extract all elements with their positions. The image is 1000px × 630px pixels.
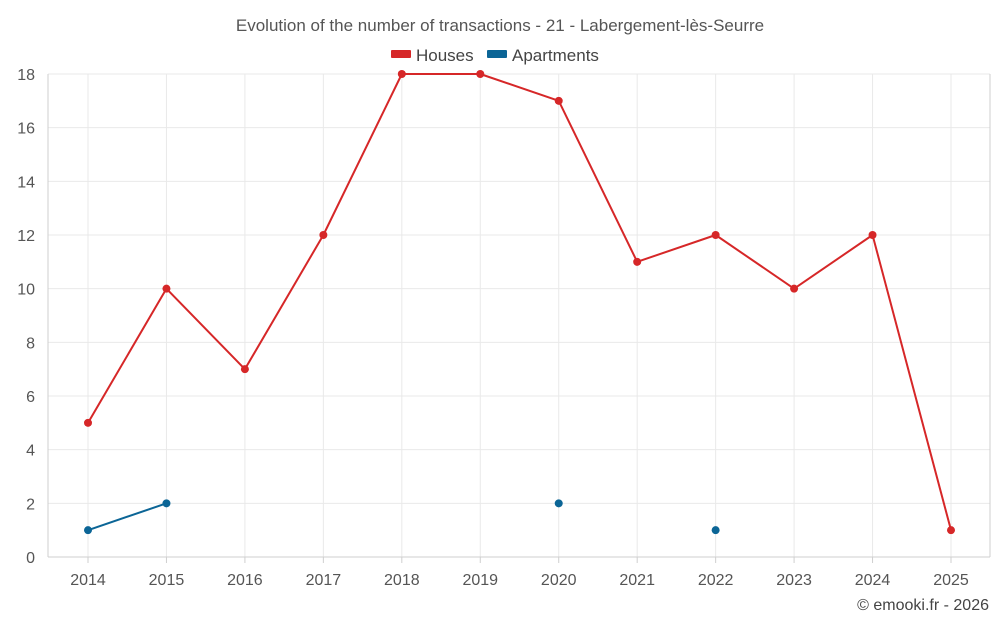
x-tick-label: 2017	[306, 572, 342, 589]
data-point-apartments-2020[interactable]	[554, 499, 563, 508]
legend-item-houses[interactable]: Houses	[391, 46, 474, 65]
legend-label-houses: Houses	[416, 46, 474, 65]
x-tick-label: 2016	[227, 572, 263, 589]
data-point-houses-2020[interactable]	[554, 96, 563, 105]
y-tick-label: 16	[17, 121, 35, 138]
data-point-houses-2025[interactable]	[947, 526, 955, 535]
legend-swatch-apartments	[487, 50, 507, 58]
data-point-houses-2017[interactable]	[319, 231, 328, 239]
x-tick-label: 2024	[855, 572, 891, 589]
y-tick-label: 4	[26, 443, 35, 460]
x-tick-label: 2020	[541, 572, 577, 589]
series-line-houses	[87, 73, 952, 532]
y-tick-label: 10	[17, 282, 35, 299]
data-point-houses-2024[interactable]	[868, 231, 877, 239]
data-point-houses-2018[interactable]	[397, 70, 406, 78]
x-tick-label: 2022	[698, 572, 734, 589]
axes: 0 2 4 6 8 10 12 14 16 18 2014 2015 2016 2017 2018 2019 2…	[17, 67, 991, 589]
x-tick-label: 2019	[462, 572, 498, 589]
legend-label-apartments: Apartments	[512, 46, 599, 65]
data-point-houses-2023[interactable]	[790, 284, 799, 293]
x-tick-label: 2021	[619, 572, 655, 589]
data-point-apartments-2014[interactable]	[84, 526, 92, 535]
legend: Houses Apartments	[391, 46, 599, 65]
chart-title: Evolution of the number of transactions …	[236, 16, 764, 35]
y-tick-label: 12	[17, 228, 35, 245]
data-point-houses-2015[interactable]	[162, 284, 171, 293]
y-tick-label: 0	[26, 550, 35, 567]
data-point-houses-2016[interactable]	[240, 365, 249, 374]
data-point-houses-2014[interactable]	[84, 418, 92, 427]
y-tick-label: 6	[26, 389, 35, 406]
x-tick-label: 2018	[384, 572, 420, 589]
data-point-houses-2021[interactable]	[633, 257, 642, 266]
series-line-apartments	[87, 502, 168, 532]
legend-item-apartments[interactable]: Apartments	[487, 46, 599, 65]
series-apartments	[84, 499, 720, 535]
data-point-houses-2019[interactable]	[476, 70, 485, 78]
x-tick-label: 2023	[776, 572, 812, 589]
data-point-apartments-2022[interactable]	[711, 526, 720, 535]
series-layer	[84, 70, 955, 535]
x-tick-label: 2014	[70, 572, 106, 589]
y-tick-label: 18	[17, 67, 35, 84]
legend-swatch-houses	[391, 50, 411, 58]
y-tick-label: 8	[26, 335, 35, 352]
data-point-houses-2022[interactable]	[711, 231, 720, 239]
y-tick-label: 2	[26, 496, 35, 513]
y-tick-label: 14	[17, 174, 35, 191]
x-tick-label: 2015	[149, 572, 185, 589]
data-point-apartments-2015[interactable]	[162, 499, 171, 508]
credit-text: © emooki.fr - 2026	[857, 597, 989, 614]
grid	[48, 73, 990, 557]
x-tick-label: 2025	[933, 572, 969, 589]
series-houses	[84, 70, 955, 535]
